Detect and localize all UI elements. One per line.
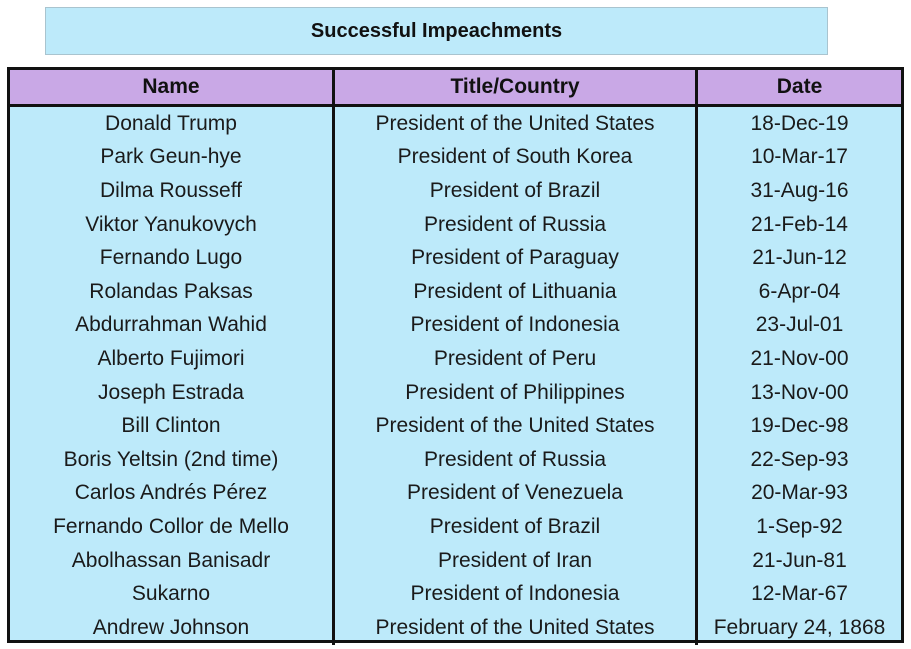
table-row: Rolandas Paksas President of Lithuania 6-A… <box>10 274 901 309</box>
cell-title-country: President of Indonesia <box>333 577 698 611</box>
table-row: Viktor Yanukovych President of Russia 21-F… <box>10 207 901 242</box>
table-title: Successful Impeachments <box>45 7 828 55</box>
table-row: Alberto Fujimori President of Peru 21-Nov-… <box>10 342 901 376</box>
cell-title-country: President of Philippines <box>333 375 698 410</box>
table-row: Joseph Estrada President of Philippines 13… <box>10 375 901 410</box>
cell-name: Dilma Rousseff <box>10 174 335 208</box>
table-row: Andrew Johnson President of the United St… <box>10 610 901 645</box>
cell-date: 21-Nov-00 <box>750 346 849 370</box>
impeachments-table: Name Title/Country Date Donald Trump Pres… <box>10 70 901 645</box>
table-row: Donald Trump President of the United Stat… <box>10 105 901 141</box>
header-date: Date <box>696 70 901 107</box>
cell-title-country: President of Indonesia <box>333 308 698 343</box>
cell-date: 13-Nov-00 <box>750 380 849 404</box>
cell-title-country: President of the United States <box>333 105 698 141</box>
cell-title-country: President of Peru <box>333 342 698 376</box>
table-row: Abolhassan Banisadr President of Iran 21-J… <box>10 543 901 578</box>
cell-date: 12-Mar-67 <box>751 582 848 606</box>
cell-date: 6-Apr-04 <box>758 279 841 303</box>
table-row: Park Geun-hye President of South Korea 10-… <box>10 140 901 175</box>
cell-name: Alberto Fujimori <box>10 342 335 376</box>
header-title-country: Title/Country <box>333 70 698 107</box>
cell-name: Abolhassan Banisadr <box>10 543 335 578</box>
cell-title-country: President of Brazil <box>333 510 698 544</box>
table-body: Donald Trump President of the United Stat… <box>10 105 901 645</box>
table-row: Abdurrahman Wahid President of Indonesia 2… <box>10 308 901 343</box>
cell-title-country: President of the United States <box>333 409 698 443</box>
table-row: Fernando Lugo President of Paraguay 21-Jun… <box>10 241 901 275</box>
header-row: Name Title/Country Date <box>10 70 901 107</box>
cell-name: Joseph Estrada <box>10 375 335 410</box>
cell-name: Andrew Johnson <box>10 610 335 645</box>
table-row: Bill Clinton President of the United Stat… <box>10 409 901 443</box>
cell-name: Rolandas Paksas <box>10 274 335 309</box>
cell-name: Fernando Lugo <box>10 241 335 275</box>
cell-date: 21-Jun-12 <box>752 246 847 270</box>
cell-date: February 24, 1868 <box>713 615 886 639</box>
cell-date: 22-Sep-93 <box>750 447 849 471</box>
cell-date: 23-Jul-01 <box>755 313 844 337</box>
cell-title-country: President of Iran <box>333 543 698 578</box>
cell-title-country: President of South Korea <box>333 140 698 175</box>
cell-date: 1-Sep-92 <box>756 514 843 538</box>
cell-date: 20-Mar-93 <box>751 481 848 505</box>
cell-name: Park Geun-hye <box>10 140 335 175</box>
table-row: Sukarno President of Indonesia 12-Mar-67 <box>10 577 901 611</box>
cell-name: Carlos Andrés Pérez <box>10 476 335 511</box>
cell-title-country: President of the United States <box>333 610 698 645</box>
table-row: Boris Yeltsin (2nd time) President of Rus… <box>10 442 901 477</box>
cell-date: 18-Dec-19 <box>750 111 849 135</box>
cell-name: Donald Trump <box>10 105 335 141</box>
cell-title-country: President of Paraguay <box>333 241 698 275</box>
cell-date: 19-Dec-98 <box>750 414 849 438</box>
table-row: Fernando Collor de Mello President of Bra… <box>10 510 901 544</box>
table-row: Dilma Rousseff President of Brazil 31-Aug-… <box>10 174 901 208</box>
table-row: Carlos Andrés Pérez President of Venezuel… <box>10 476 901 511</box>
cell-name: Bill Clinton <box>10 409 335 443</box>
cell-title-country: President of Venezuela <box>333 476 698 511</box>
cell-name: Fernando Collor de Mello <box>10 510 335 544</box>
cell-date: 31-Aug-16 <box>750 178 849 202</box>
cell-name: Sukarno <box>10 577 335 611</box>
cell-title-country: President of Russia <box>333 207 698 242</box>
cell-date: 21-Feb-14 <box>751 212 848 236</box>
cell-title-country: President of Russia <box>333 442 698 477</box>
cell-title-country: President of Lithuania <box>333 274 698 309</box>
cell-date: 10-Mar-17 <box>751 145 848 169</box>
cell-name: Abdurrahman Wahid <box>10 308 335 343</box>
cell-name: Boris Yeltsin (2nd time) <box>10 442 335 477</box>
impeachments-table-container: Name Title/Country Date Donald Trump Pres… <box>7 67 904 645</box>
cell-name: Viktor Yanukovych <box>10 207 335 242</box>
cell-date: 21-Jun-81 <box>752 548 847 572</box>
cell-title-country: President of Brazil <box>333 174 698 208</box>
header-name: Name <box>10 70 335 107</box>
